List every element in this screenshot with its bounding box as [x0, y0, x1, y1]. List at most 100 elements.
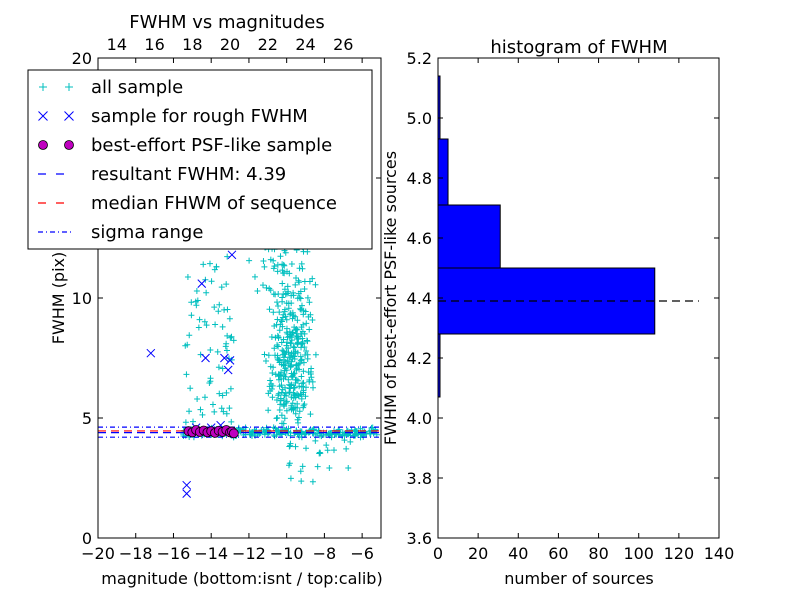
all-sample-point [267, 377, 274, 384]
all-sample-point [288, 300, 295, 307]
all-sample-point [279, 347, 286, 354]
all-sample-point [309, 275, 316, 282]
all-sample-point [318, 433, 325, 440]
all-sample-point [282, 365, 289, 372]
all-sample-point [278, 317, 285, 324]
y-tick-label: 5 [82, 409, 92, 428]
all-sample-point [301, 286, 308, 293]
all-sample-point [296, 360, 303, 367]
all-sample-point [312, 437, 319, 444]
y-tick-label: 4.0 [407, 409, 432, 428]
all-sample-point [223, 340, 230, 347]
all-sample-point [186, 408, 193, 415]
all-sample-point [287, 311, 294, 318]
all-sample-point [278, 375, 285, 382]
all-sample-point [279, 318, 286, 325]
all-sample-point [219, 323, 226, 330]
all-sample-point [331, 430, 338, 437]
all-sample-point [212, 321, 219, 328]
all-sample-point [215, 308, 222, 315]
all-sample-point [277, 397, 284, 404]
all-sample-point [289, 315, 296, 322]
top-tick-label: 16 [144, 35, 164, 54]
all-sample-point [211, 266, 218, 273]
all-sample-point [282, 313, 289, 320]
histogram-x-ticks: 0 20 40 60 80 100 120 140 [433, 58, 734, 563]
all-sample-point [226, 315, 233, 322]
all-sample-point [206, 380, 213, 387]
all-sample-point [299, 463, 306, 470]
x-tick-label: 0 [433, 544, 443, 563]
rough-sample-point [197, 279, 207, 288]
all-sample-point [288, 331, 295, 338]
all-sample-point [280, 261, 287, 268]
all-sample-point [285, 345, 292, 352]
all-sample-point [304, 351, 311, 358]
all-sample-point [263, 284, 270, 291]
all-sample-point [270, 424, 277, 431]
all-sample-point [283, 407, 290, 414]
all-sample-point [186, 332, 193, 339]
top-tick-label: 20 [220, 35, 240, 54]
y-tick-label: 5.0 [407, 109, 432, 128]
histogram-x-label: number of sources [504, 569, 654, 588]
all-sample-point [312, 281, 319, 288]
all-sample-point [292, 376, 299, 383]
all-sample-point [227, 334, 234, 341]
all-sample-point [302, 393, 309, 400]
all-sample-point [298, 478, 305, 485]
all-sample-point [211, 304, 218, 311]
all-sample-point [298, 395, 305, 402]
all-sample-point [303, 320, 310, 327]
all-sample-point [261, 263, 268, 270]
top-tick-label: 22 [258, 35, 278, 54]
all-sample-point [270, 309, 277, 316]
all-sample-point [293, 332, 300, 339]
all-sample-point [292, 362, 299, 369]
all-sample-point [290, 389, 297, 396]
legend-label-median: median FHWM of sequence [91, 193, 337, 214]
legend-markers [38, 83, 74, 233]
all-sample-point [216, 390, 223, 397]
all-sample-point [203, 322, 210, 329]
x-tick-label: 100 [623, 544, 654, 563]
legend-box [27, 69, 373, 250]
all-sample-point [275, 343, 282, 350]
all-sample-point [305, 369, 312, 376]
all-sample-point [300, 389, 307, 396]
all-sample-point [300, 359, 307, 366]
all-sample-point [265, 390, 272, 397]
rough-sample-point [146, 348, 156, 358]
all-sample-point [246, 257, 253, 264]
all-sample-point [221, 306, 228, 313]
all-sample-point [268, 381, 275, 388]
y-tick-label: 4.4 [407, 289, 432, 308]
all-sample-point [272, 291, 279, 298]
legend-marker-psf [38, 140, 48, 150]
x-tick-label: −16 [157, 544, 191, 563]
all-sample-point [271, 345, 278, 352]
all-sample-point [267, 363, 274, 370]
all-sample-point [282, 373, 289, 380]
x-tick-label: −20 [81, 544, 115, 563]
rough-sample-point [225, 356, 235, 365]
all-sample-point [184, 274, 191, 281]
all-sample-point [265, 352, 272, 359]
all-sample-point [294, 416, 301, 423]
all-sample-point [256, 430, 263, 437]
all-sample-point [274, 261, 281, 268]
histogram-panel: histogram of FWHM 0 20 40 60 80 100 120 140 3.6… [381, 37, 734, 588]
all-sample-point [307, 411, 314, 418]
all-sample-point [323, 442, 330, 449]
all-sample-point [182, 419, 189, 426]
all-sample-point [269, 370, 276, 377]
all-sample-point [317, 450, 324, 457]
all-sample-point [265, 407, 272, 414]
all-sample-point [276, 407, 283, 414]
all-sample-point [209, 401, 216, 408]
all-sample-point [274, 316, 281, 323]
all-sample-point [286, 443, 293, 450]
y-tick-label: 10 [72, 289, 92, 308]
scatter-top-ticks: 14 16 18 20 22 24 26 [107, 35, 354, 54]
all-sample-point [266, 285, 273, 292]
